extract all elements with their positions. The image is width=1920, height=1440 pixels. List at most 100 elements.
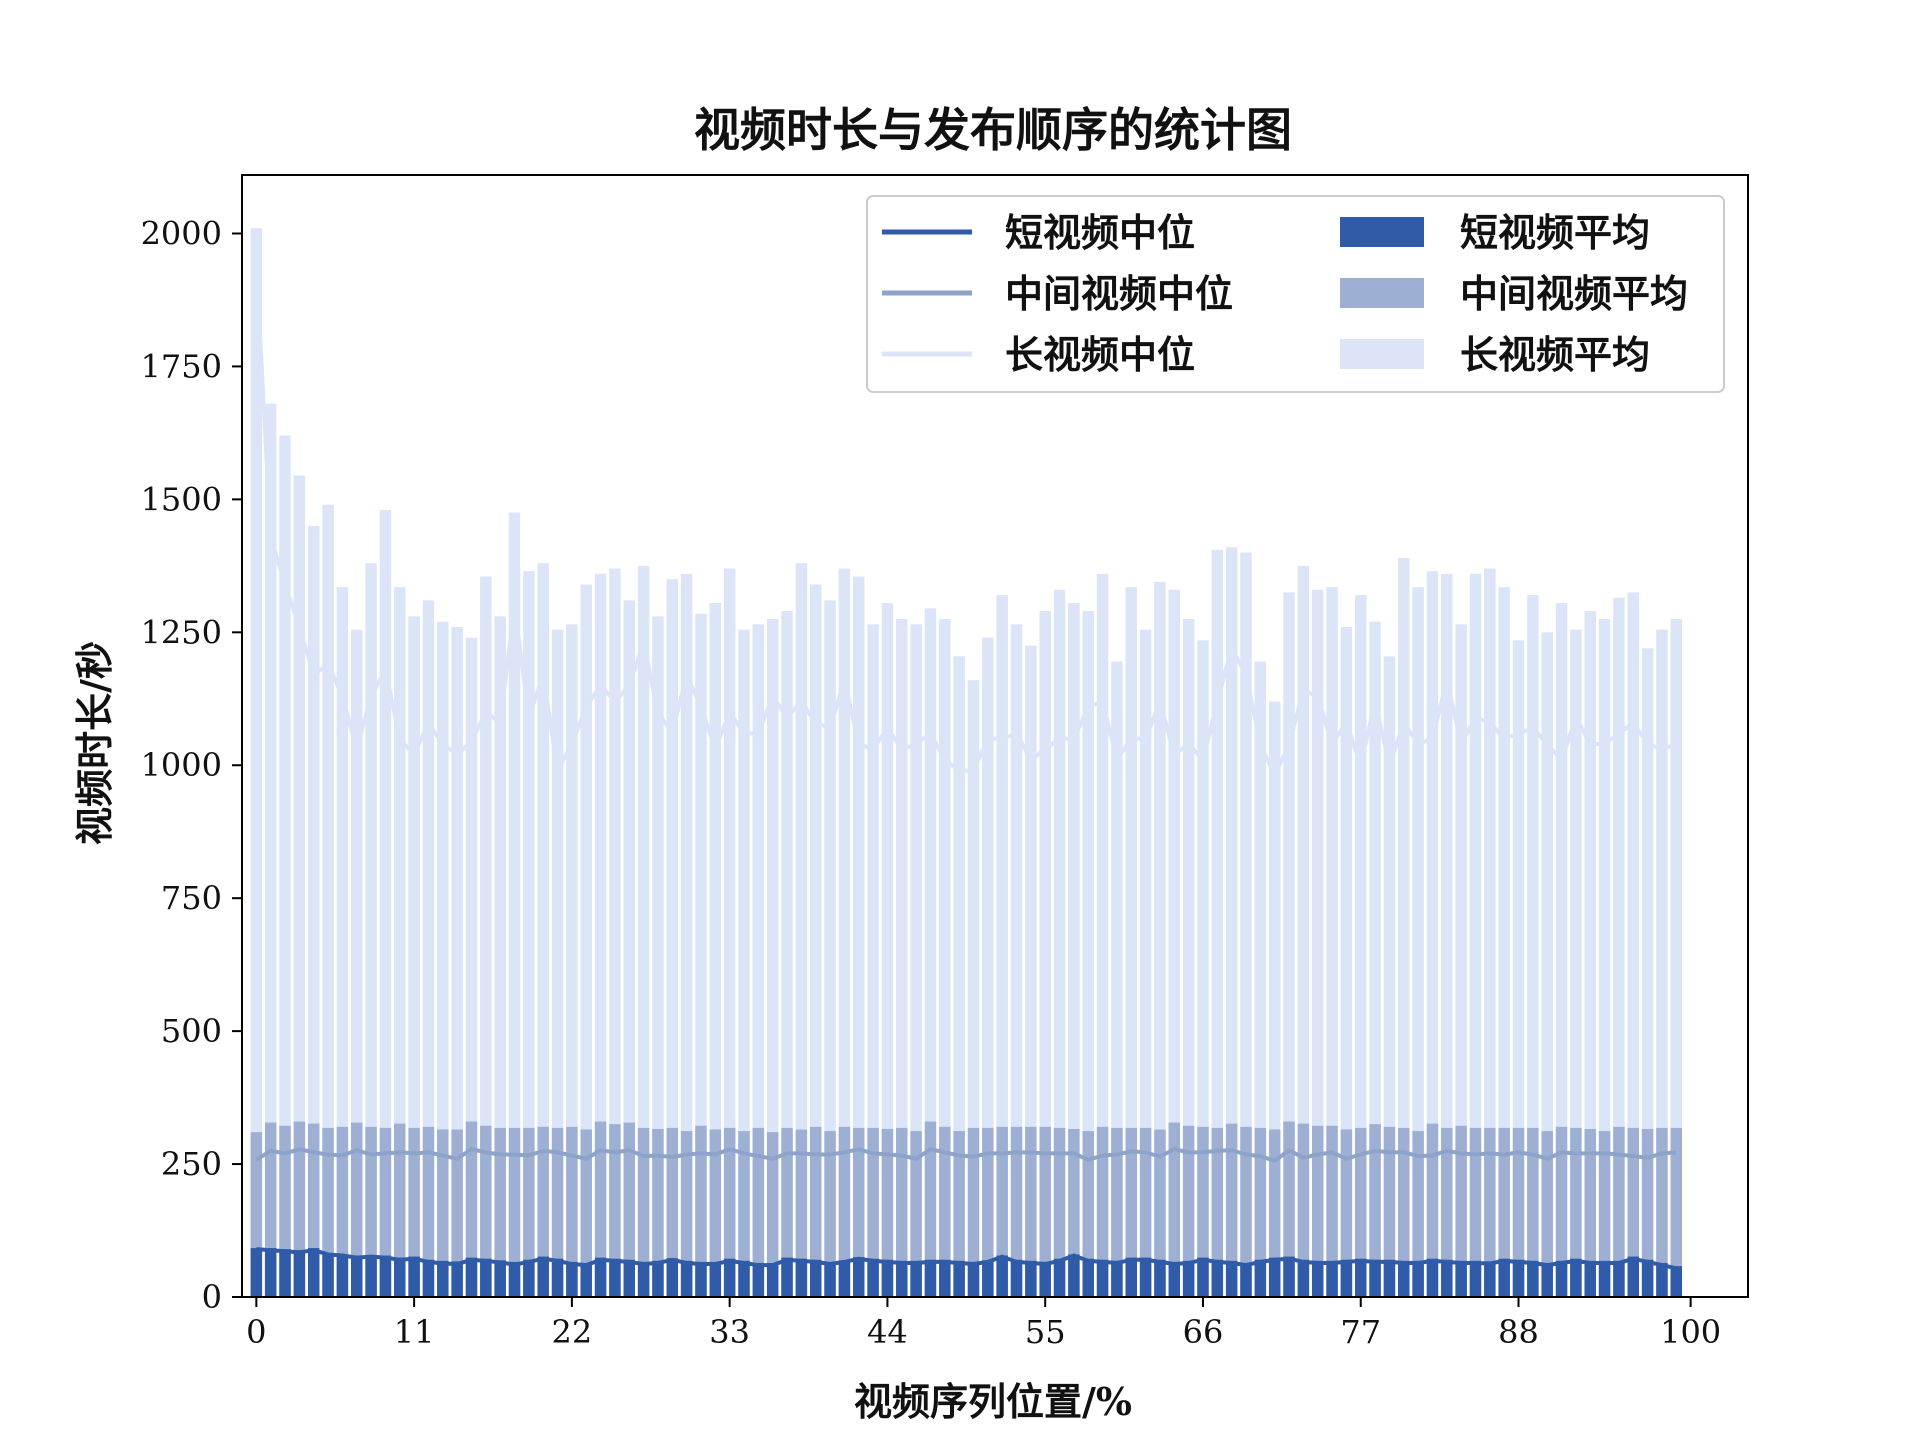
bar xyxy=(824,1131,836,1297)
bar xyxy=(1512,1259,1525,1297)
x-tick-label: 55 xyxy=(1025,1313,1066,1351)
bar xyxy=(1125,587,1137,1297)
bar xyxy=(752,1262,765,1297)
x-tick-label: 0 xyxy=(246,1313,266,1351)
bar xyxy=(1111,661,1123,1297)
bar xyxy=(1225,1123,1238,1297)
bar xyxy=(566,1261,578,1297)
bar xyxy=(1010,1126,1023,1297)
bar xyxy=(680,1131,693,1297)
bar xyxy=(1139,1127,1152,1297)
bar xyxy=(609,568,621,1297)
bar xyxy=(1455,1125,1467,1297)
plot-area xyxy=(250,228,1683,1298)
bar xyxy=(1383,656,1396,1297)
bar xyxy=(1469,1260,1482,1297)
bar xyxy=(279,435,291,1298)
bar xyxy=(809,1259,822,1297)
bar xyxy=(1154,1129,1166,1297)
bar xyxy=(723,1258,736,1297)
bar xyxy=(307,1123,320,1297)
bar xyxy=(1326,587,1338,1297)
legend-bar-swatch xyxy=(1340,217,1424,247)
bar xyxy=(336,587,349,1297)
bar xyxy=(1010,624,1023,1297)
bar xyxy=(637,1261,650,1297)
bar xyxy=(1068,603,1080,1297)
bar xyxy=(1455,624,1467,1297)
bar xyxy=(1254,1127,1267,1297)
bar xyxy=(1111,1127,1123,1297)
bar xyxy=(408,1256,420,1297)
bar xyxy=(437,1260,449,1297)
bar xyxy=(1068,1254,1080,1297)
bar xyxy=(594,573,607,1297)
bar xyxy=(494,1127,506,1297)
bar xyxy=(365,1254,377,1297)
bar xyxy=(250,1132,263,1297)
bar xyxy=(1311,1260,1324,1297)
bar xyxy=(264,403,277,1297)
bar xyxy=(1541,1262,1553,1297)
bar xyxy=(752,1127,765,1297)
bar xyxy=(1168,1261,1181,1297)
bar xyxy=(1469,1127,1482,1297)
y-axis-label: 视频时长/秒 xyxy=(72,641,117,845)
bar xyxy=(1168,589,1181,1297)
bar xyxy=(336,1254,349,1297)
bar xyxy=(1154,581,1166,1297)
bar xyxy=(1297,1123,1310,1297)
bar xyxy=(1053,1127,1066,1297)
bar xyxy=(1570,1258,1582,1297)
bar xyxy=(1182,619,1195,1297)
bar xyxy=(594,1257,607,1297)
bar xyxy=(781,611,793,1297)
bar xyxy=(566,624,578,1297)
bar xyxy=(1426,1123,1439,1297)
bar xyxy=(1369,1259,1381,1297)
bar xyxy=(1441,1259,1453,1297)
x-tick-label: 44 xyxy=(867,1313,908,1351)
bar xyxy=(924,1121,937,1297)
legend-label: 短视频中位 xyxy=(1005,210,1195,255)
bar xyxy=(652,616,664,1297)
bar xyxy=(766,619,779,1297)
bar xyxy=(1555,603,1568,1297)
bar xyxy=(293,1250,306,1297)
bar xyxy=(939,1126,951,1297)
bar xyxy=(1197,1257,1209,1297)
bar xyxy=(1240,552,1252,1297)
bar xyxy=(1398,1260,1410,1297)
legend-box xyxy=(866,195,1725,393)
bar xyxy=(1197,640,1209,1297)
bar xyxy=(982,637,994,1297)
bar xyxy=(1211,1259,1224,1297)
bar xyxy=(953,1131,965,1297)
legend-label: 长视频中位 xyxy=(1005,332,1195,377)
bar xyxy=(322,1253,334,1297)
bar xyxy=(1197,1126,1209,1297)
bar xyxy=(394,587,406,1297)
bar xyxy=(967,1127,980,1297)
x-tick-label: 100 xyxy=(1660,1313,1721,1351)
bar xyxy=(379,510,392,1297)
bar xyxy=(1139,1257,1152,1297)
bar xyxy=(336,1126,349,1297)
bar xyxy=(1512,1127,1525,1297)
bar xyxy=(982,1260,994,1297)
bar xyxy=(537,563,549,1297)
bar xyxy=(695,1125,707,1297)
bar xyxy=(1211,549,1224,1297)
bar xyxy=(1627,1256,1639,1297)
bar xyxy=(1025,1126,1037,1297)
y-tick-label: 250 xyxy=(161,1145,222,1183)
bar xyxy=(1555,1126,1568,1297)
bar xyxy=(293,1121,306,1297)
bar xyxy=(996,1255,1008,1297)
legend-label: 中间视频中位 xyxy=(1005,271,1233,316)
bar xyxy=(1369,621,1381,1297)
bar xyxy=(1010,1259,1023,1297)
series-line xyxy=(254,265,1677,778)
bar xyxy=(508,512,521,1297)
